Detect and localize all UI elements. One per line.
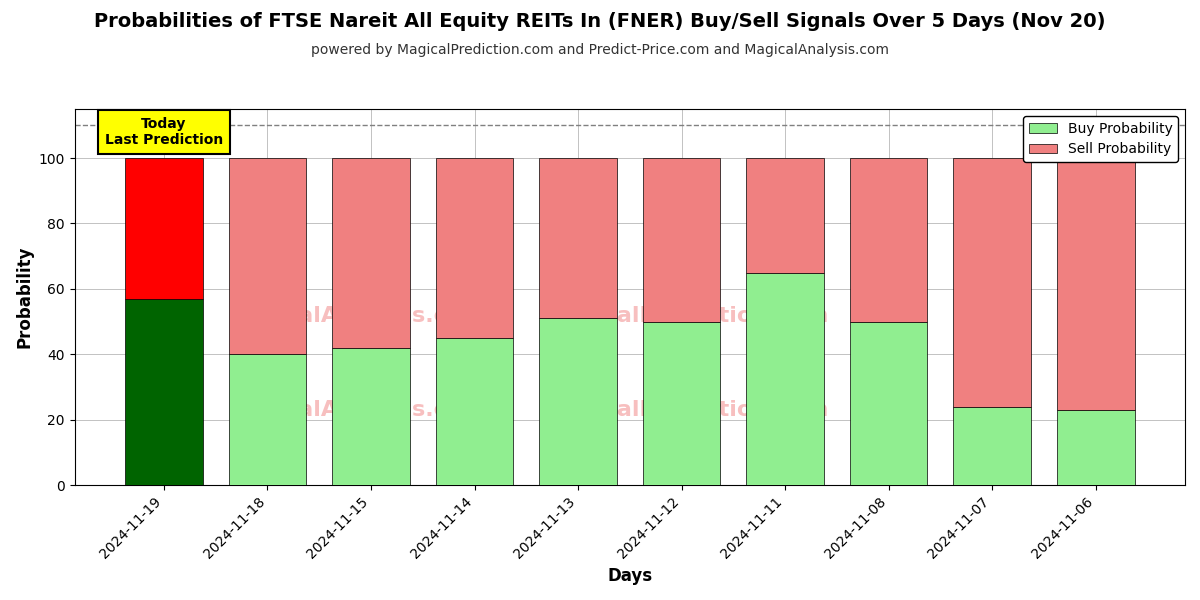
Bar [436, 338, 514, 485]
Bar [332, 348, 410, 485]
Text: calAnalysis.com: calAnalysis.com [286, 400, 486, 420]
Bar [953, 407, 1031, 485]
Legend: Buy Probability, Sell Probability: Buy Probability, Sell Probability [1024, 116, 1178, 162]
Bar [539, 318, 617, 485]
Bar [746, 158, 824, 272]
Bar [539, 158, 617, 318]
Bar [746, 272, 824, 485]
Bar [125, 158, 203, 299]
Bar [1057, 158, 1134, 410]
Bar [643, 158, 720, 322]
Bar [125, 299, 203, 485]
Bar [229, 158, 306, 354]
Text: Today
Last Prediction: Today Last Prediction [104, 117, 223, 147]
Bar [1057, 410, 1134, 485]
Bar [850, 158, 928, 322]
Text: calAnalysis.com: calAnalysis.com [286, 306, 486, 326]
Bar [953, 158, 1031, 407]
Bar [229, 354, 306, 485]
Bar [643, 322, 720, 485]
Y-axis label: Probability: Probability [16, 246, 34, 348]
Text: powered by MagicalPrediction.com and Predict-Price.com and MagicalAnalysis.com: powered by MagicalPrediction.com and Pre… [311, 43, 889, 57]
Text: Probabilities of FTSE Nareit All Equity REITs In (FNER) Buy/Sell Signals Over 5 : Probabilities of FTSE Nareit All Equity … [95, 12, 1105, 31]
Text: MagicalPrediction.com: MagicalPrediction.com [542, 400, 828, 420]
Bar [850, 322, 928, 485]
Text: MagicalPrediction.com: MagicalPrediction.com [542, 306, 828, 326]
X-axis label: Days: Days [607, 567, 653, 585]
Bar [436, 158, 514, 338]
Bar [332, 158, 410, 348]
